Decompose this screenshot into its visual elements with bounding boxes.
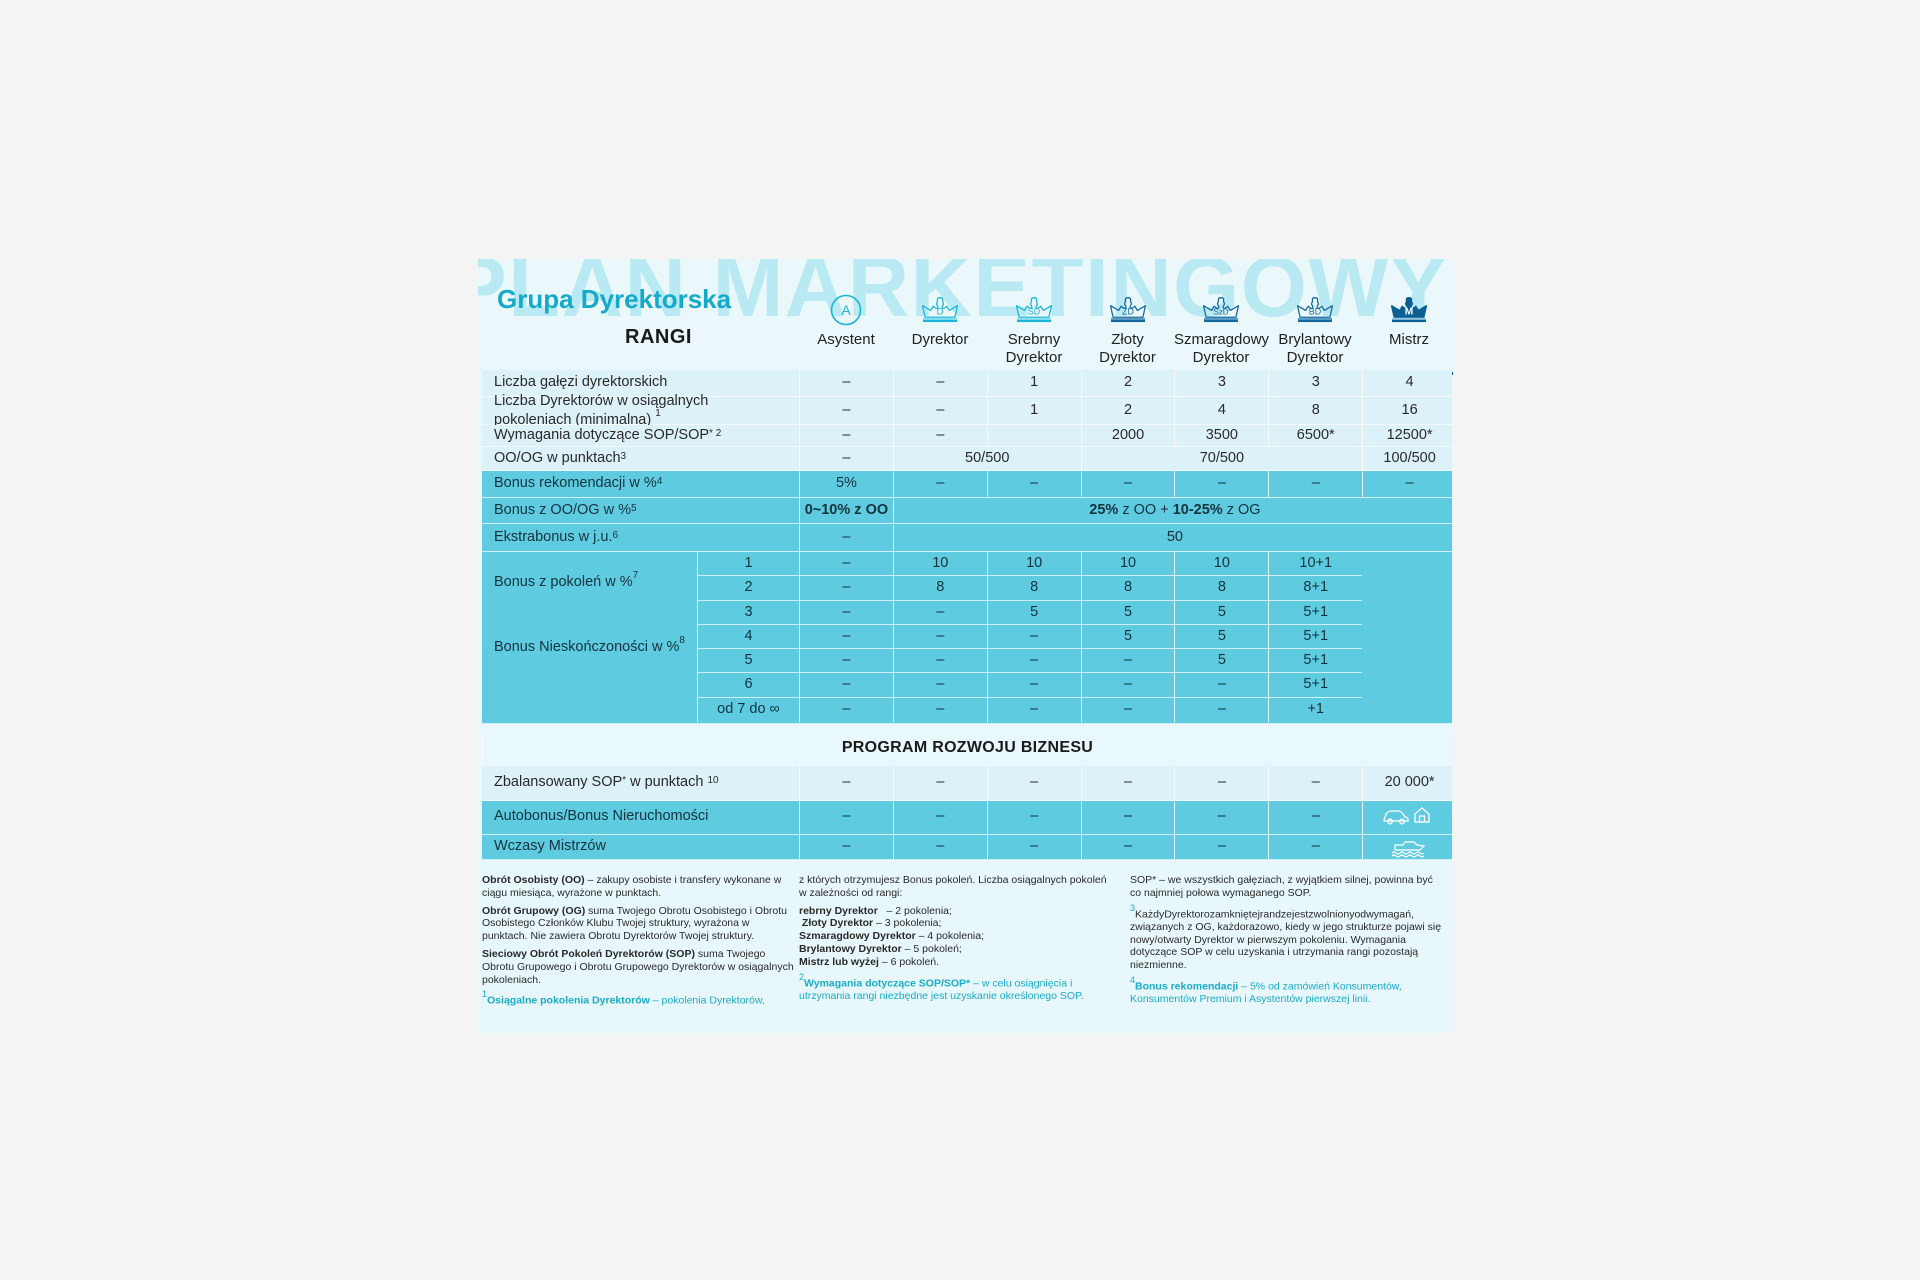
svg-text:M: M [1405,306,1414,317]
svg-text:BD: BD [1309,306,1321,316]
svg-text:ZD: ZD [1122,306,1134,316]
svg-text:SD: SD [1028,306,1040,316]
svg-text:D: D [937,306,944,316]
svg-text:A: A [841,302,851,318]
svg-text:SzD: SzD [1213,307,1228,316]
